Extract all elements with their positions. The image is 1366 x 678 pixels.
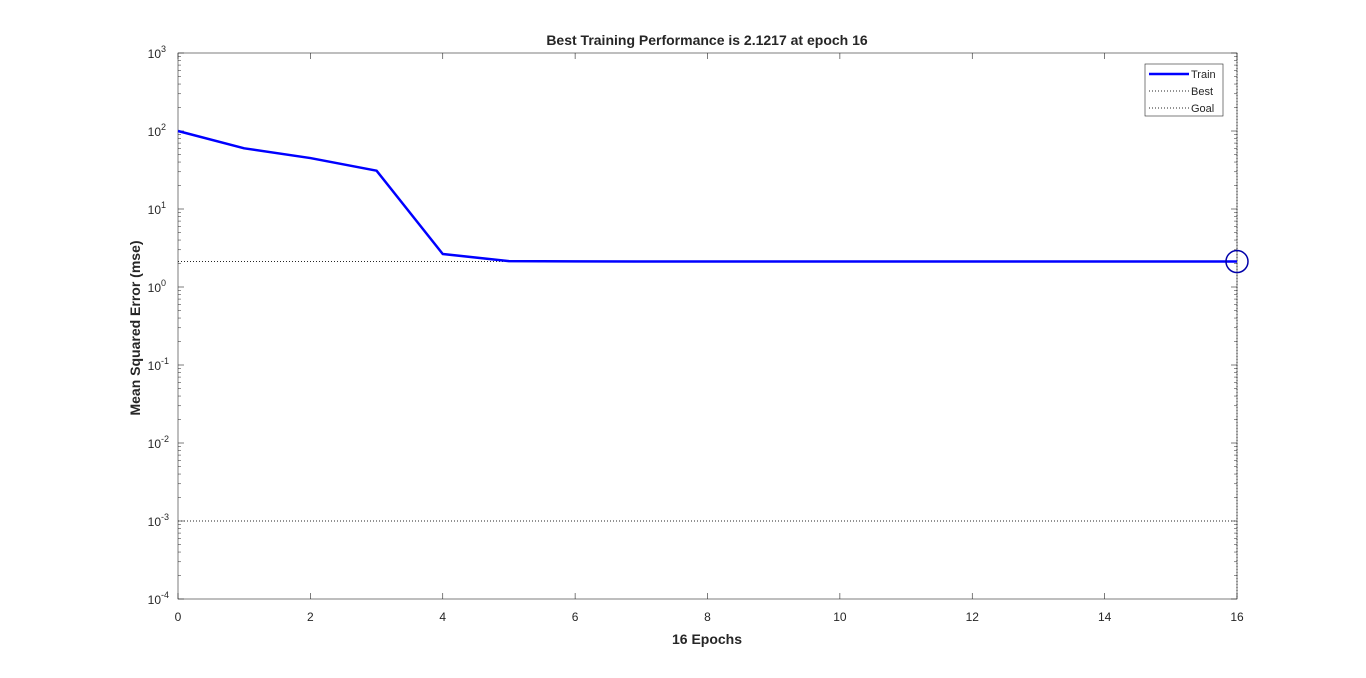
y-tick-label: 10 [148,125,162,139]
y-tick-exponent: 2 [161,122,166,132]
legend-box [1144,63,1224,117]
x-tick-label: 14 [1098,610,1112,624]
x-tick-label: 4 [439,610,446,624]
y-tick-exponent: 1 [161,200,166,210]
train-line [177,129,1238,263]
best-marker [1225,249,1249,274]
x-tick-label: 8 [704,610,711,624]
y-tick-label: 10 [148,437,162,451]
legend: Train Best Goal [1144,63,1224,117]
y-tick-label: 10 [148,281,162,295]
legend-best-label: Best [1191,86,1213,98]
x-tick-label: 16 [1230,610,1244,624]
legend-train-label: Train [1191,69,1216,81]
chart-title: Best Training Performance is 2.1217 at e… [546,32,868,48]
x-tick-label: 10 [833,610,847,624]
y-tick-exponent: -1 [161,356,169,366]
legend-goal-label: Goal [1191,103,1214,115]
y-axis-label: Mean Squared Error (mse) [127,240,143,415]
y-tick-label: 10 [148,47,162,61]
y-tick-exponent: -2 [161,434,169,444]
x-tick-label: 12 [966,610,980,624]
x-axis-label: 16 Epochs [672,631,742,647]
x-tick-label: 6 [572,610,579,624]
y-tick-exponent: -4 [161,590,169,600]
y-tick-label: 10 [148,515,162,529]
x-tick-label: 2 [307,610,314,624]
x-tick-label: 0 [175,610,182,624]
y-tick-label: 10 [148,593,162,607]
y-tick-exponent: 0 [161,278,166,288]
y-tick-label: 10 [148,203,162,217]
y-tick-label: 10 [148,359,162,373]
y-tick-exponent: 3 [161,44,166,54]
y-tick-exponent: -3 [161,512,169,522]
